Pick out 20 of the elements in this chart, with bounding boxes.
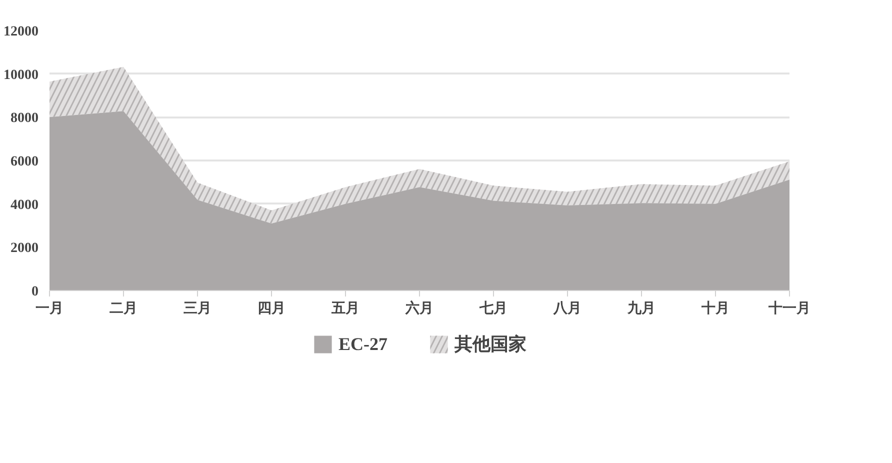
y-tick-label: 0 — [32, 284, 38, 300]
y-tick-label: 12000 — [4, 24, 38, 40]
x-tick-label: 二月 — [110, 302, 138, 316]
x-tick-label: 十一月 — [768, 300, 810, 316]
x-tick-label: 八月 — [552, 300, 582, 316]
x-tick-label: 七月 — [478, 300, 508, 316]
x-tick-label: 九月 — [626, 300, 656, 316]
x-tick-label: 十月 — [700, 300, 730, 316]
legend-label: EC-27 — [338, 334, 388, 354]
x-tick-label: 六月 — [404, 300, 434, 316]
x-tick-label: 三月 — [184, 302, 212, 316]
y-tick-label: 10000 — [4, 68, 38, 83]
y-tick-label: 4000 — [10, 198, 38, 213]
x-tick-label: 一月 — [36, 302, 64, 316]
y-tick-label: 6000 — [10, 154, 38, 170]
y-tick-label: 2000 — [10, 241, 38, 256]
x-tick-label: 五月 — [330, 302, 360, 316]
legend-label: 其他国家 — [454, 333, 526, 356]
x-tick-label: 四月 — [258, 302, 286, 316]
y-tick-label: 8000 — [10, 111, 38, 126]
